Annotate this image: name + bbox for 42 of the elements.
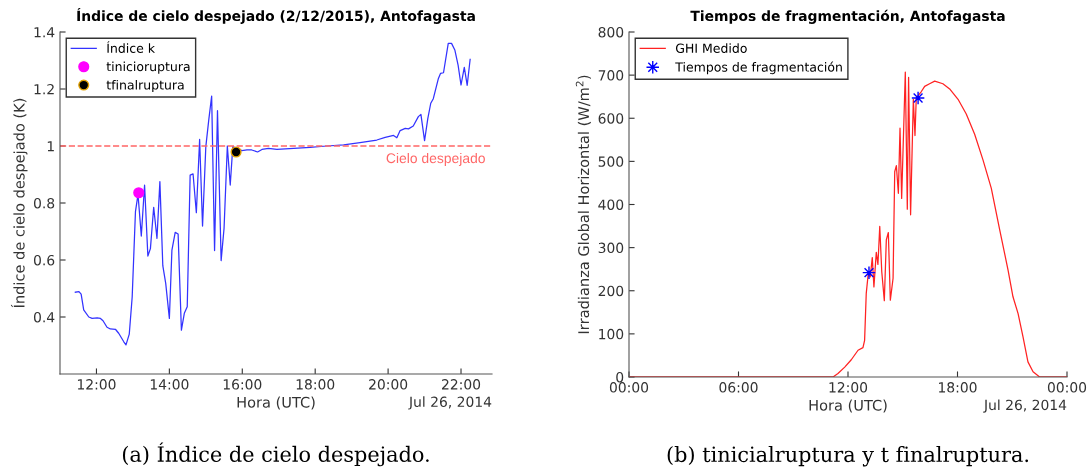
x-tick-label: 00:00 (609, 382, 649, 393)
chart-title: Índice de cielo despejado (2/12/2015), Antofagasta (77, 8, 475, 24)
y-tick-label: 200 (598, 285, 624, 297)
legend-label: GHI Medido (675, 43, 747, 53)
y-tick-label: 0 (616, 371, 624, 383)
y-tick-label: 700 (598, 70, 624, 81)
legend-label: tinicioruptura (106, 61, 190, 74)
ref-line-label: Cielo despejado (386, 152, 485, 166)
legend-label: Tiempos de fragmentación (675, 61, 842, 75)
x-tick-label: 16:00 (223, 379, 262, 390)
x-tick-label: 00:00 (1047, 382, 1087, 393)
y-tick-label: 0.6 (33, 254, 55, 266)
x-axis-title: Hora (UTC) (809, 399, 887, 413)
text: Jul 26, 2014 (408, 396, 492, 410)
y-tick-label: 1.4 (34, 27, 55, 38)
y-tick-label: 400 (598, 199, 624, 210)
x-tick-label: 06:00 (719, 382, 758, 393)
x-tick-label: 20:00 (369, 379, 408, 390)
x-tick-label: 12:00 (829, 382, 868, 393)
y-tick-label: 1 (47, 141, 54, 152)
x-tick-label: 18:00 (296, 379, 335, 390)
y-tick-label: 300 (598, 242, 624, 254)
y-tick-label: 0.4 (33, 311, 55, 323)
chart-title: Tiempos de fragmentación, Antofagasta (690, 9, 1005, 24)
x-tick-label: 18:00 (939, 382, 977, 393)
legend-label: Índice k (107, 41, 156, 53)
x-axis-title: Hora (UTC) (237, 396, 315, 410)
y-tick-label: 600 (598, 113, 624, 124)
y-tick-label: 500 (598, 156, 624, 167)
text: (a) Índice de cielo despejado. (122, 442, 429, 467)
x-tick-label: 12:00 (77, 379, 116, 390)
text: Jul 26, 2014 (983, 399, 1067, 413)
x-tick-label: 22:00 (442, 379, 481, 390)
y-axis-title: Índice de cielo despejado (K) (10, 98, 28, 308)
y-axis-title: Irradianza Global Horizontal (W/m$^{2}$) (575, 75, 591, 334)
y-tick-label: 800 (598, 26, 624, 38)
y-tick-label: 100 (599, 328, 624, 340)
text: (b) tinicialruptura y t finalruptura. (667, 446, 1029, 467)
y-tick-label: 1.2 (34, 83, 54, 95)
y-tick-label: 0.8 (33, 197, 55, 209)
legend-label: tfinalruptura (106, 79, 184, 93)
x-tick-label: 14:00 (150, 379, 189, 390)
